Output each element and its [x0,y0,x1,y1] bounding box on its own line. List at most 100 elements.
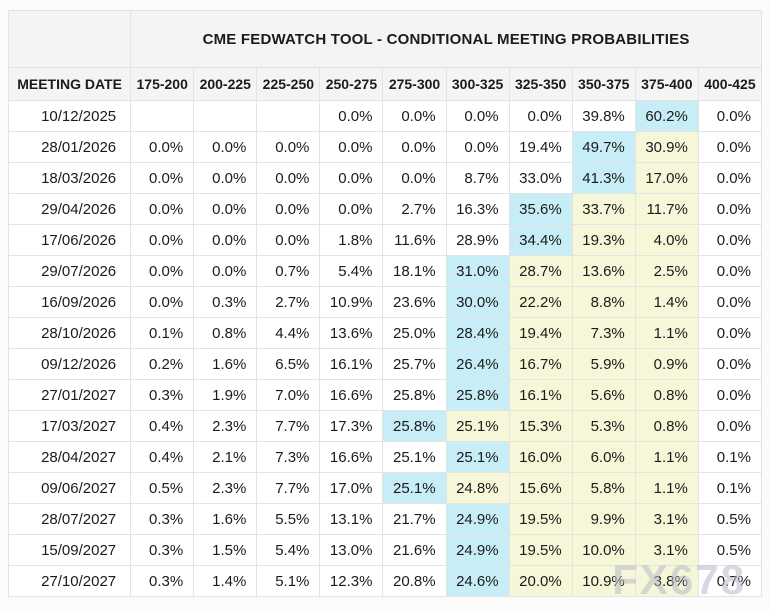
table-row: 17/03/2027 0.4% 2.3% 7.7% 17.3% 25.8% 25.1% 15.… [7,410,763,442]
probability-cell: 19.5% [508,534,573,566]
probability-cell: 6.5% [256,348,321,380]
rate-range-header: 175-200 [130,67,195,101]
probability-cell: 0.1% [697,441,763,473]
table-row: 28/10/2026 0.1% 0.8% 4.4% 13.6% 25.0% 28.4% 19.… [7,317,763,349]
table-row: 10/12/2025 0.0% 0.0% 0.0% 0.0% 39.8% 60.2% 0.0% [7,100,763,132]
probability-cell: 20.8% [382,565,447,597]
probability-cell: 49.7% [571,131,636,163]
probability-cell: 7.3% [571,317,636,349]
probability-cell: 7.3% [256,441,321,473]
probability-cell: 7.7% [256,410,321,442]
table-row: 17/06/2026 0.0% 0.0% 0.0% 1.8% 11.6% 28.9% 34.4… [7,224,763,256]
probability-cell: 0.0% [256,131,321,163]
probability-cell: 41.3% [571,162,636,194]
probability-cell: 2.3% [193,410,258,442]
meeting-date-cell: 10/12/2025 [7,100,132,132]
header-row: MEETING DATE 175-200 200-225 225-250 250-275… [7,67,763,101]
probability-cell: 0.0% [256,224,321,256]
probability-cell: 25.7% [382,348,447,380]
probability-cell: 5.6% [571,379,636,411]
meeting-date-cell: 29/07/2026 [7,255,132,287]
probability-cell: 0.4% [130,410,195,442]
probability-cell: 25.1% [382,472,447,504]
probability-cell: 0.0% [508,100,573,132]
probability-cell: 5.3% [571,410,636,442]
probability-cell: 5.5% [256,503,321,535]
probability-cell: 22.2% [508,286,573,318]
probability-cell: 31.0% [445,255,510,287]
probability-cell: 8.8% [571,286,636,318]
probability-cell: 20.0% [508,565,573,597]
meeting-date-cell: 17/03/2027 [7,410,132,442]
probability-cell: 19.3% [571,224,636,256]
probability-cell: 12.3% [319,565,384,597]
probability-cell: 1.5% [193,534,258,566]
probability-cell: 2.7% [256,286,321,318]
meeting-date-cell: 27/10/2027 [7,565,132,597]
table-row: 15/09/2027 0.3% 1.5% 5.4% 13.0% 21.6% 24.9% 19.… [7,534,763,566]
probability-cell: 4.0% [634,224,699,256]
probability-cell: 1.9% [193,379,258,411]
probability-cell: 0.3% [130,565,195,597]
meeting-date-cell: 17/06/2026 [7,224,132,256]
rate-range-header: 200-225 [193,67,258,101]
table-row: 18/03/2026 0.0% 0.0% 0.0% 0.0% 0.0% 8.7% 33.0% 4… [7,162,763,194]
probability-cell: 0.0% [697,131,763,163]
probability-cell: 0.0% [697,317,763,349]
probability-cell: 10.0% [571,534,636,566]
meeting-date-cell: 15/09/2027 [7,534,132,566]
probability-cell: 30.9% [634,131,699,163]
probability-cell: 19.4% [508,317,573,349]
probability-cell: 19.5% [508,503,573,535]
probability-cell: 1.1% [634,441,699,473]
rate-range-header: 375-400 [634,67,699,101]
probability-cell: 0.0% [382,100,447,132]
probability-cell [193,100,258,132]
meeting-date-header: MEETING DATE [7,67,132,101]
table-row: 09/12/2026 0.2% 1.6% 6.5% 16.1% 25.7% 26.4% 16.… [7,348,763,380]
probability-cell: 30.0% [445,286,510,318]
probability-cell: 16.1% [319,348,384,380]
probability-cell: 2.5% [634,255,699,287]
probability-cell: 0.0% [697,410,763,442]
probability-cell: 3.1% [634,534,699,566]
rate-range-header: 400-425 [697,67,763,101]
probability-cell: 28.4% [445,317,510,349]
probability-cell: 17.3% [319,410,384,442]
probability-cell: 0.0% [697,286,763,318]
probability-cell: 0.0% [319,131,384,163]
probability-cell: 25.1% [445,410,510,442]
probability-cell: 0.0% [130,286,195,318]
probability-cell: 13.1% [319,503,384,535]
probability-cell [256,100,321,132]
probability-cell: 0.0% [130,162,195,194]
probability-cell: 0.0% [697,162,763,194]
probability-cell: 9.9% [571,503,636,535]
probability-cell: 0.7% [697,565,763,597]
meeting-date-cell: 28/04/2027 [7,441,132,473]
table-row: 28/07/2027 0.3% 1.6% 5.5% 13.1% 21.7% 24.9% 19.… [7,503,763,535]
probability-cell: 0.0% [193,255,258,287]
probability-cell: 26.4% [445,348,510,380]
probability-cell: 13.6% [571,255,636,287]
probability-cell: 10.9% [319,286,384,318]
fedwatch-probabilities-table: CME FEDWATCH TOOL - CONDITIONAL MEETING … [7,10,763,597]
probability-cell: 24.6% [445,565,510,597]
meeting-date-cell: 28/01/2026 [7,131,132,163]
probability-cell: 25.8% [382,379,447,411]
probability-cell: 24.9% [445,534,510,566]
meeting-date-cell: 28/07/2027 [7,503,132,535]
probability-cell: 1.6% [193,503,258,535]
probability-cell: 0.5% [130,472,195,504]
probability-cell: 0.0% [193,131,258,163]
probability-cell: 0.0% [130,255,195,287]
probability-cell [130,100,195,132]
meeting-date-cell: 16/09/2026 [7,286,132,318]
probability-cell: 25.1% [445,441,510,473]
title-row: CME FEDWATCH TOOL - CONDITIONAL MEETING … [7,10,762,68]
probability-cell: 16.6% [319,441,384,473]
meeting-date-cell: 28/10/2026 [7,317,132,349]
rate-range-header: 350-375 [571,67,636,101]
meeting-date-cell: 27/01/2027 [7,379,132,411]
probability-cell: 34.4% [508,224,573,256]
